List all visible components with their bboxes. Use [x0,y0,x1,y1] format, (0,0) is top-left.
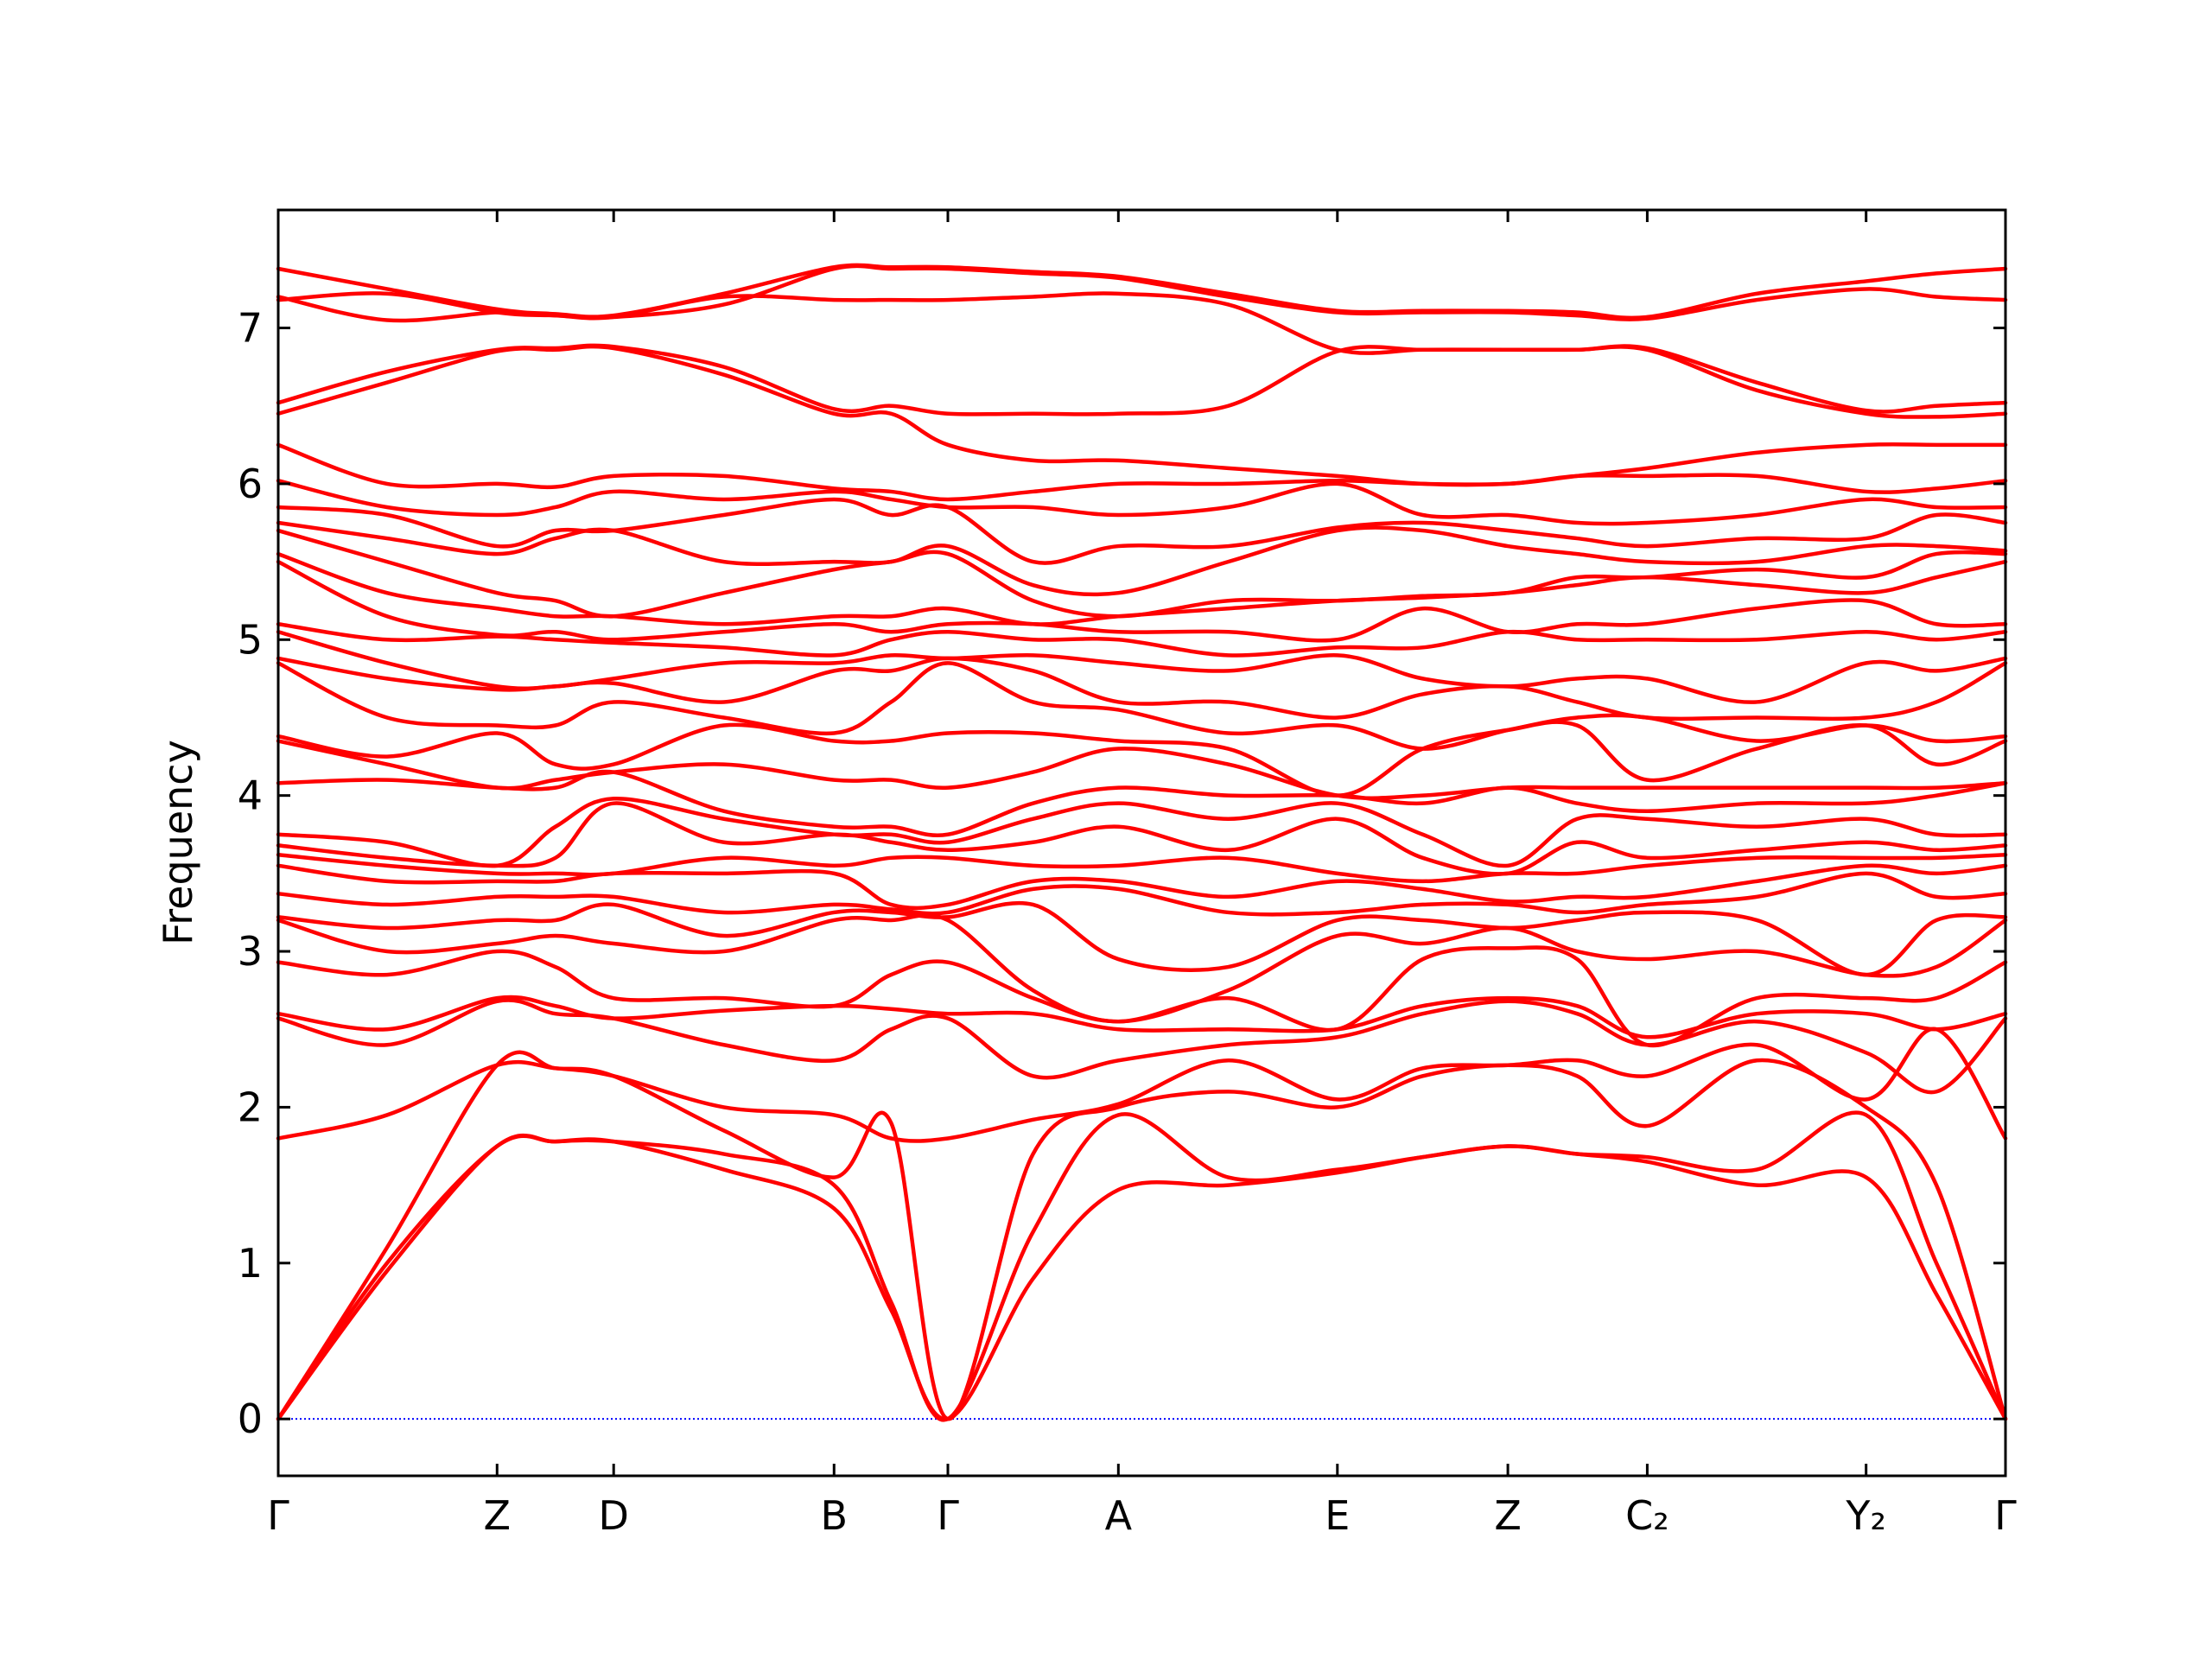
y-tick-label: 5 [238,616,263,663]
x-tick-label: Γ [267,1492,289,1539]
band-line [276,797,2008,868]
y-tick-label: 1 [238,1240,263,1287]
band-line [276,343,2008,419]
band-line [276,520,2008,597]
band-line [276,1110,2008,1422]
band-line [276,479,2008,526]
x-tick-label: E [1325,1492,1350,1539]
band-line [276,998,2008,1095]
y-axis-label: Frequency [155,740,201,945]
y-tick-label: 2 [238,1084,263,1130]
band-line [276,630,2008,704]
band-line [276,622,2008,658]
band-line [276,801,2008,876]
band-line [276,912,2008,1024]
band-line [276,442,2008,502]
x-tick-label: Z [484,1492,512,1539]
band-line [276,769,2008,837]
band-line [276,263,2008,321]
y-tick-label: 7 [238,305,263,352]
band-line [276,720,2008,798]
band-line [276,739,2008,800]
plot-frame [276,208,2007,1478]
y-tick-label: 0 [238,1395,263,1442]
y-tick-label: 6 [238,461,263,507]
band-line [276,852,2008,884]
band-line [276,900,2008,977]
x-tick-label: C₂ [1625,1492,1669,1539]
band-line [276,871,2008,917]
x-tick-label: Γ [1994,1492,2017,1539]
band-line [276,995,2008,1039]
y-tick-label: 4 [238,772,263,819]
band-line [276,661,2008,751]
band-line [276,291,2008,414]
band-line [276,1050,2008,1421]
x-tick-label: B [820,1492,848,1539]
band-line [276,1133,2008,1421]
x-tick-label: Γ [937,1492,959,1539]
x-tick-label: D [598,1492,628,1539]
x-tick-label: A [1105,1492,1133,1539]
band-line [276,1027,2008,1143]
y-tick-label: 3 [238,928,263,975]
band-line [276,344,2008,487]
band-line [276,559,2008,643]
x-tick-label: Y₂ [1845,1492,1886,1539]
band-line [276,497,2008,565]
x-tick-label: Z [1494,1492,1522,1539]
band-line [276,528,2008,619]
band-line [276,863,2008,911]
